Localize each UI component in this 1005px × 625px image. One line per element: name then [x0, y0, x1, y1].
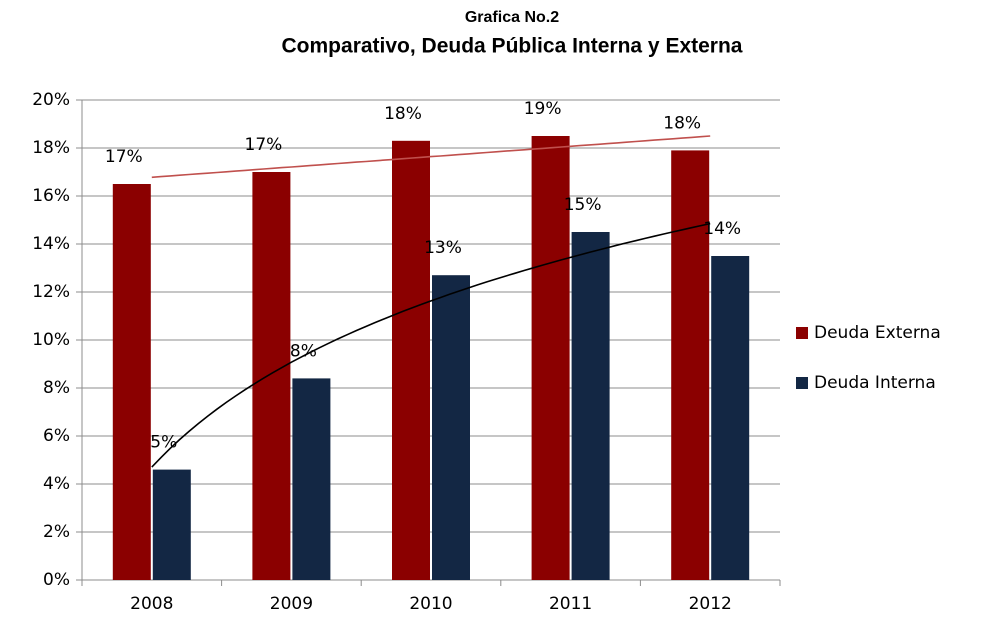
- value-label: 19%: [524, 99, 562, 119]
- legend-swatch: [796, 327, 808, 339]
- bar: [571, 232, 610, 580]
- bar: [671, 150, 710, 580]
- chart-subtitle: Comparativo, Deuda Pública Interna y Ext…: [282, 35, 743, 58]
- value-label: 17%: [245, 135, 283, 155]
- bar: [432, 275, 470, 580]
- x-tick-label: 2009: [270, 594, 313, 614]
- y-tick-label: 2%: [43, 522, 70, 542]
- y-tick-label: 0%: [43, 570, 70, 590]
- trendline: [151, 222, 711, 468]
- x-tick-label: 2012: [689, 594, 732, 614]
- y-tick-label: 12%: [32, 282, 70, 302]
- bar: [152, 469, 191, 580]
- bar: [292, 378, 331, 580]
- value-label: 5%: [150, 433, 177, 453]
- value-label: 14%: [703, 219, 741, 239]
- value-label: 15%: [564, 195, 602, 215]
- value-label: 18%: [663, 113, 701, 133]
- y-tick-label: 10%: [32, 330, 70, 350]
- y-tick-label: 16%: [32, 186, 70, 206]
- bar: [392, 140, 430, 581]
- value-label: 8%: [290, 341, 317, 361]
- x-tick-label: 2011: [549, 594, 592, 614]
- y-tick-label: 6%: [43, 426, 70, 446]
- x-tick-label: 2010: [409, 594, 452, 614]
- legend-label: Deuda Interna: [814, 373, 936, 393]
- bar: [112, 184, 151, 580]
- chart-title: Grafica No.2: [465, 9, 559, 26]
- value-label: 13%: [424, 238, 462, 258]
- x-tick-label: 2008: [130, 594, 173, 614]
- value-label: 18%: [384, 104, 422, 124]
- y-tick-label: 20%: [32, 90, 70, 110]
- y-tick-label: 4%: [43, 474, 70, 494]
- legend-swatch: [796, 377, 808, 389]
- bar: [711, 256, 750, 580]
- y-tick-label: 8%: [43, 378, 70, 398]
- value-label: 17%: [105, 147, 143, 167]
- y-tick-label: 14%: [32, 234, 70, 254]
- trendline: [151, 135, 711, 179]
- y-tick-label: 18%: [32, 138, 70, 158]
- legend-label: Deuda Externa: [814, 323, 941, 343]
- bar: [252, 172, 291, 580]
- bar: [531, 136, 570, 580]
